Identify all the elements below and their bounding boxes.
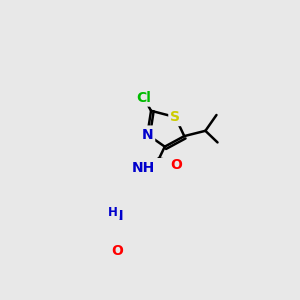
Text: S: S [170, 110, 180, 124]
Text: N: N [112, 209, 123, 223]
Text: Cl: Cl [136, 91, 151, 105]
Text: H: H [108, 206, 118, 219]
Text: O: O [170, 158, 182, 172]
Text: N: N [142, 128, 153, 142]
Text: O: O [111, 244, 123, 258]
Text: NH: NH [132, 161, 155, 175]
